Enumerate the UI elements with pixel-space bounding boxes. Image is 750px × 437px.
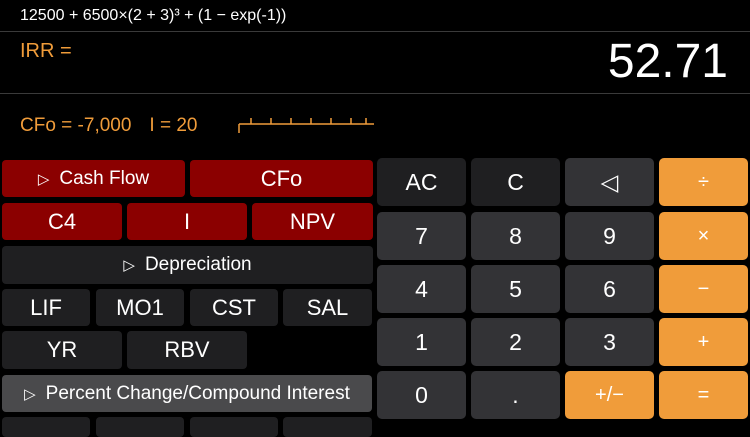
c4-button[interactable]: C4 [2, 203, 122, 240]
backspace-key[interactable]: ◁ [565, 158, 654, 206]
all-clear-key[interactable]: AC [377, 158, 466, 206]
cfo-button[interactable]: CFo [190, 160, 373, 197]
yr-button[interactable]: YR [2, 331, 122, 369]
label: Depreciation [144, 254, 252, 275]
equals-key[interactable]: = [659, 371, 748, 419]
multiply-key[interactable]: × [659, 212, 748, 260]
function-button[interactable] [190, 417, 278, 437]
clear-key[interactable]: C [471, 158, 560, 206]
key-7[interactable]: 7 [377, 212, 466, 260]
cashflow-status: CFo = -7,000 I = 20 [20, 115, 216, 137]
mo1-button[interactable]: MO1 [96, 289, 184, 326]
rbv-button[interactable]: RBV [127, 331, 247, 369]
key-2[interactable]: 2 [471, 318, 560, 366]
i-button[interactable]: I [127, 203, 247, 240]
function-button[interactable] [96, 417, 184, 437]
cash-flow-section-button[interactable]: ▷ Cash Flow [2, 160, 185, 197]
key-4[interactable]: 4 [377, 265, 466, 313]
label: Percent Change/Compound Interest [45, 382, 350, 404]
decimal-key[interactable]: . [471, 371, 560, 419]
disclosure-triangle-icon: ▷ [123, 257, 135, 274]
result-label: IRR = [20, 40, 72, 62]
key-3[interactable]: 3 [565, 318, 654, 366]
disclosure-triangle-icon: ▷ [24, 385, 36, 403]
cashflow-timeline [238, 118, 374, 133]
divider [0, 93, 750, 94]
percent-change-section-button[interactable]: ▷ Percent Change/Compound Interest [2, 375, 372, 412]
interest-value: I = 20 [149, 115, 198, 136]
subtract-key[interactable]: − [659, 265, 748, 313]
disclosure-triangle-icon: ▷ [37, 170, 50, 188]
key-6[interactable]: 6 [565, 265, 654, 313]
lif-button[interactable]: LIF [2, 289, 90, 326]
key-8[interactable]: 8 [471, 212, 560, 260]
npv-button[interactable]: NPV [252, 203, 373, 240]
key-1[interactable]: 1 [377, 318, 466, 366]
label: Cash Flow [59, 167, 150, 189]
sal-button[interactable]: SAL [283, 289, 372, 326]
formula-display: 12500 + 6500×(2 + 3)³ + (1 − exp(-1)) [20, 7, 287, 24]
divide-key[interactable]: ÷ [659, 158, 748, 206]
add-key[interactable]: + [659, 318, 748, 366]
result-value: 52.71 [607, 35, 728, 88]
depreciation-section-button[interactable]: ▷ Depreciation [2, 246, 373, 284]
divider [0, 31, 750, 32]
negate-key[interactable]: +/− [565, 371, 654, 419]
key-5[interactable]: 5 [471, 265, 560, 313]
function-button[interactable] [2, 417, 90, 437]
cst-button[interactable]: CST [190, 289, 278, 326]
function-button[interactable] [283, 417, 372, 437]
key-9[interactable]: 9 [565, 212, 654, 260]
cfo-value: CFo = -7,000 [20, 115, 132, 136]
key-0[interactable]: 0 [377, 371, 466, 419]
